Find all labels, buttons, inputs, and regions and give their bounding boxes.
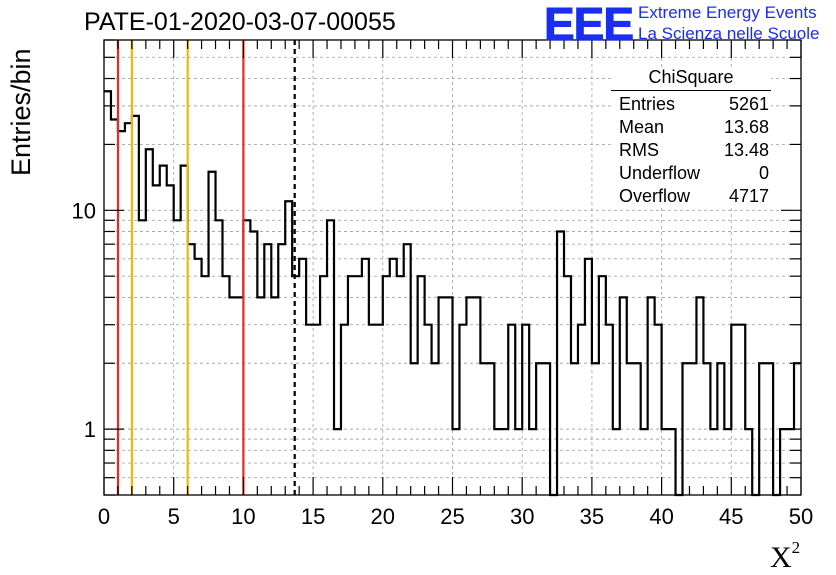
stats-value: 4717 <box>728 186 769 206</box>
stats-value: 0 <box>758 163 769 183</box>
x-tick-label: 30 <box>510 504 534 529</box>
y-tick-label: 1 <box>84 417 96 442</box>
x-tick-label: 35 <box>580 504 604 529</box>
x-tick-label: 40 <box>649 504 673 529</box>
y-tick-label: 10 <box>72 198 96 223</box>
plot-title: PATE-01-2020-03-07-00055 <box>84 8 396 36</box>
x-tick-label: 0 <box>98 504 110 529</box>
stats-label: Overflow <box>619 186 691 206</box>
stats-value: 13.68 <box>723 117 769 137</box>
stats-row-underflow: Underflow 0 <box>611 162 771 185</box>
x-tick-label: 25 <box>440 504 464 529</box>
x-tick-label: 10 <box>231 504 255 529</box>
x-axis-label-superscript: 2 <box>791 538 801 557</box>
y-axis-label: Entries/bin <box>6 48 36 176</box>
logo-text-line-2: La Scienza nelle Scuole <box>638 24 820 43</box>
stats-box-title: ChiSquare <box>611 67 771 91</box>
x-tick-label: 15 <box>301 504 325 529</box>
x-tick-label: 45 <box>719 504 743 529</box>
x-axis-label: X2 <box>770 538 800 575</box>
stats-row-rms: RMS 13.48 <box>611 139 771 162</box>
x-tick-label: 50 <box>789 504 813 529</box>
marker-lines <box>116 40 296 495</box>
stats-label: Entries <box>619 94 676 114</box>
stats-box: ChiSquare Entries 5261 Mean 13.68 RMS 13… <box>611 67 771 208</box>
eee-logo: EEE <box>543 0 634 50</box>
stats-label: Underflow <box>619 163 701 183</box>
stats-row-entries: Entries 5261 <box>611 93 771 116</box>
stats-row-mean: Mean 13.68 <box>611 116 771 139</box>
stats-label: RMS <box>619 140 659 160</box>
x-tick-label: 5 <box>168 504 180 529</box>
x-axis-label-base: X <box>770 541 792 574</box>
stats-row-overflow: Overflow 4717 <box>611 185 771 208</box>
tick-labels: 0 5 10 15 20 25 30 35 40 45 50 1 10 <box>72 198 814 529</box>
axis-ticks <box>103 39 802 496</box>
stats-value: 5261 <box>728 94 769 114</box>
x-tick-label: 20 <box>371 504 395 529</box>
logo-text-line-1: Extreme Energy Events <box>638 3 817 22</box>
stats-label: Mean <box>619 117 665 137</box>
stats-value: 13.48 <box>723 140 769 160</box>
